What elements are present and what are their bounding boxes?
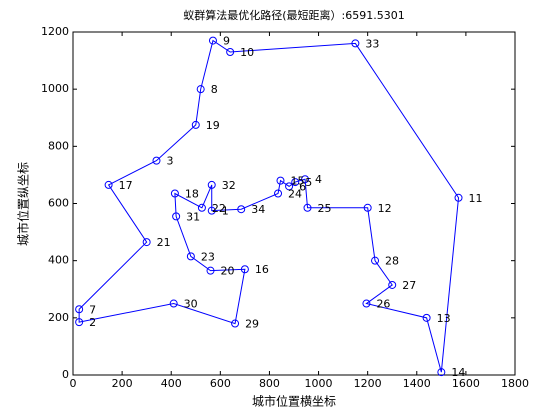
city-label: 14: [451, 366, 465, 379]
city-label: 2: [89, 316, 96, 329]
city-label: 31: [186, 210, 200, 223]
city-marker: [301, 175, 310, 184]
city-label: 21: [157, 236, 171, 249]
y-tick-label: 1000: [41, 82, 69, 95]
y-tick-label: 800: [48, 139, 69, 152]
city-marker: [197, 203, 206, 212]
city-marker: [75, 305, 84, 314]
city-marker: [276, 176, 285, 185]
x-tick-label: 800: [259, 377, 280, 390]
city-marker: [152, 156, 161, 165]
city-marker: [454, 193, 463, 202]
city-label: 10: [240, 46, 254, 59]
city-marker: [207, 180, 216, 189]
city-label: 17: [119, 179, 133, 192]
city-label: 23: [201, 250, 215, 263]
city-label: 15: [290, 175, 304, 188]
city-marker: [291, 178, 300, 187]
city-marker: [104, 180, 113, 189]
x-tick-label: 1200: [354, 377, 382, 390]
city-label: 25: [318, 202, 332, 215]
city-marker: [75, 318, 84, 327]
x-tick-label: 0: [70, 377, 77, 390]
city-label: 27: [402, 279, 416, 292]
city-marker: [207, 206, 216, 215]
city-marker: [191, 120, 200, 129]
x-tick-label: 200: [112, 377, 133, 390]
city-label: 22: [212, 202, 226, 215]
city-marker: [240, 265, 249, 274]
city-label: 19: [206, 119, 220, 132]
city-marker: [363, 203, 372, 212]
x-tick-label: 600: [210, 377, 231, 390]
y-tick-label: 400: [48, 254, 69, 267]
x-axis-label: 城市位置横坐标: [252, 394, 336, 409]
city-label: 7: [89, 303, 96, 316]
city-label: 8: [211, 83, 218, 96]
city-label: 6: [299, 180, 306, 193]
city-marker: [274, 189, 283, 198]
x-tick-label: 1400: [403, 377, 431, 390]
city-label: 4: [315, 173, 322, 186]
city-label: 13: [437, 312, 451, 325]
city-label: 18: [185, 187, 199, 200]
city-marker: [371, 256, 380, 265]
city-marker: [351, 39, 360, 48]
city-marker: [285, 182, 294, 191]
city-marker: [437, 368, 446, 377]
city-marker: [231, 319, 240, 328]
city-label: 5: [305, 176, 312, 189]
city-label: 29: [245, 318, 259, 331]
x-tick-label: 1800: [501, 377, 529, 390]
y-tick-label: 600: [48, 197, 69, 210]
city-marker: [226, 48, 235, 57]
axes-box: [72, 31, 516, 376]
city-label: 1: [222, 205, 229, 218]
y-axis-label: 城市位置纵坐标: [16, 162, 31, 246]
x-tick-label: 1000: [305, 377, 333, 390]
city-label: 3: [166, 155, 173, 168]
city-marker: [208, 36, 217, 45]
x-tick-label: 1600: [452, 377, 480, 390]
city-label: 20: [221, 265, 235, 278]
city-label: 34: [251, 203, 265, 216]
city-label: 28: [385, 255, 399, 268]
city-marker: [169, 299, 178, 308]
y-tick-label: 0: [62, 368, 69, 381]
city-marker: [172, 212, 181, 221]
y-tick-label: 1200: [41, 25, 69, 38]
city-label: 24: [288, 187, 302, 200]
city-label: 32: [222, 179, 236, 192]
city-marker: [186, 252, 195, 261]
city-label: 26: [376, 298, 390, 311]
city-label: 12: [378, 202, 392, 215]
chart-title: 蚁群算法最优化路径(最短距离）:6591.5301: [183, 8, 404, 22]
city-label: 30: [184, 298, 198, 311]
city-marker: [388, 280, 397, 289]
city-marker: [237, 205, 246, 214]
city-marker: [206, 266, 215, 275]
y-tick-label: 200: [48, 311, 69, 324]
city-marker: [196, 85, 205, 94]
city-marker: [362, 299, 371, 308]
city-label: 33: [365, 37, 379, 50]
x-tick-label: 400: [161, 377, 182, 390]
city-marker: [303, 203, 312, 212]
city-marker: [422, 313, 431, 322]
city-marker: [142, 238, 151, 247]
city-label: 16: [255, 263, 269, 276]
city-marker: [170, 189, 179, 198]
city-label: 11: [469, 192, 483, 205]
city-label: 9: [223, 35, 230, 48]
